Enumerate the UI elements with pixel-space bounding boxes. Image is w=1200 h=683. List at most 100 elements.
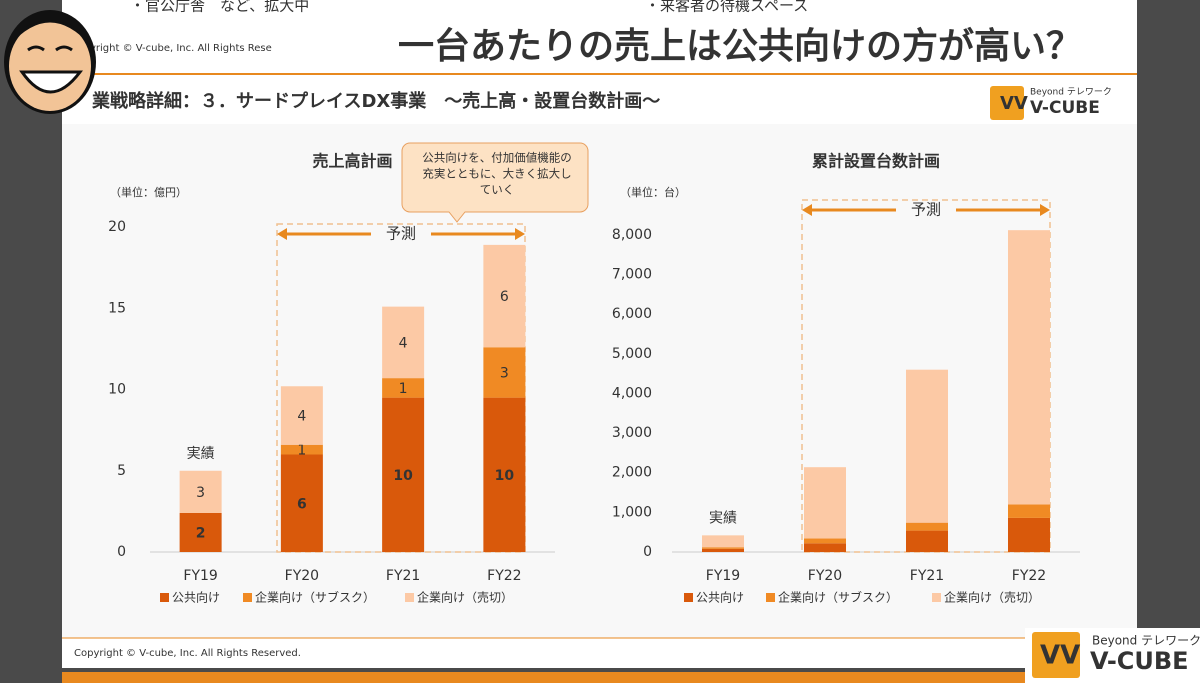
y-tick-label: 5 [117, 463, 126, 479]
y-tick-label: 1,000 [612, 504, 652, 520]
data-label: 2 [196, 526, 206, 542]
unit-label: （単位：億円） [110, 185, 187, 199]
y-tick-label: 20 [108, 219, 126, 235]
callout-text: 公共向けを、付加価値機能の [422, 151, 572, 165]
y-tick-label: 0 [117, 544, 126, 560]
bar-segment [1008, 517, 1050, 552]
x-tick-label: FY20 [808, 568, 842, 584]
data-label: 3 [196, 485, 205, 501]
data-label: 10 [495, 468, 515, 484]
unit-label: （単位：台） [620, 185, 686, 199]
bar-segment [702, 535, 744, 548]
bar-segment [906, 530, 948, 552]
next-slide-edge [62, 672, 1137, 683]
legend-swatch [160, 593, 169, 602]
presenter-face [4, 10, 96, 114]
x-tick-label: FY22 [487, 568, 521, 584]
logo-tagline: Beyond テレワーク [1030, 87, 1112, 98]
slide-title: 業戦略詳細：３．サードプレイスDX事業 ～売上高・設置台数計画～ [91, 90, 660, 112]
x-tick-label: FY21 [910, 568, 944, 584]
y-tick-label: 15 [108, 300, 126, 316]
bar-segment [1008, 504, 1050, 518]
y-tick-label: 5,000 [612, 346, 652, 362]
legend-label: 公共向け [696, 590, 744, 605]
bar-segment [382, 397, 425, 552]
bar-segment [382, 378, 425, 398]
chart-title: 累計設置台数計画 [812, 152, 940, 171]
corner-logo-name: V-CUBE [1090, 647, 1189, 675]
corner-logo: VV Beyond テレワーク V-CUBE [1025, 628, 1200, 683]
legend-label: 企業向け（売切） [417, 590, 513, 605]
corner-logo-tagline: Beyond テレワーク [1092, 634, 1200, 648]
legend-swatch [766, 593, 775, 602]
legend-label: 企業向け（サブスク） [255, 590, 375, 605]
bar-segment [280, 386, 323, 445]
x-tick-label: FY19 [183, 568, 217, 584]
prev-bullet: ・官公庁舎 など、拡大中 [130, 0, 309, 15]
face-hair [10, 20, 90, 45]
face-eyes [27, 45, 73, 52]
bar-segment [483, 244, 526, 348]
callout-box [401, 142, 589, 223]
legend-label: 企業向け（サブスク） [778, 590, 898, 605]
y-tick-label: 4,000 [612, 385, 652, 401]
data-label: 4 [399, 335, 408, 351]
legend-swatch [405, 593, 414, 602]
data-label: 4 [297, 409, 306, 425]
y-tick-label: 2,000 [612, 465, 652, 481]
data-label: 10 [393, 468, 413, 484]
legend-swatch [243, 593, 252, 602]
data-label: 6 [500, 289, 509, 305]
x-tick-label: FY22 [1012, 568, 1046, 584]
bar-segment [702, 548, 744, 552]
slide-logo: VV Beyond テレワーク V-CUBE [990, 86, 1112, 120]
data-label: 3 [500, 365, 509, 381]
y-tick-label: 7,000 [612, 267, 652, 283]
callout-text: ていく [480, 183, 515, 197]
bar-segment [906, 522, 948, 531]
bar-segment [804, 467, 846, 539]
bar-segment [280, 454, 323, 552]
actual-label: 実績 [187, 446, 215, 462]
x-tick-label: FY20 [285, 568, 319, 584]
prev-bullet: ・来客者の待機スペース [645, 0, 808, 15]
y-tick-label: 0 [643, 544, 652, 560]
legend-swatch [932, 593, 941, 602]
x-tick-label: FY19 [706, 568, 740, 584]
bar-segment [179, 513, 222, 552]
bar-segment [804, 538, 846, 544]
legend-swatch [684, 593, 693, 602]
corner-logo-mark: VV [1040, 641, 1080, 671]
callout-text: 充実とともに、大きく拡大し [422, 167, 571, 181]
y-tick-label: 3,000 [612, 425, 652, 441]
bar-segment [1008, 230, 1050, 505]
data-label: 1 [297, 443, 306, 459]
data-label: 1 [399, 381, 408, 397]
chart-title: 売上高計画 [312, 152, 392, 171]
bar-segment [702, 547, 744, 549]
y-tick-label: 6,000 [612, 306, 652, 322]
corner-logo-icon [1032, 632, 1080, 678]
actual-label: 実績 [709, 510, 737, 526]
bar-segment [382, 306, 425, 379]
legend-label: 企業向け（売切） [944, 590, 1040, 605]
bar-segment [804, 543, 846, 552]
bar-segment [483, 347, 526, 398]
bar-segment [280, 444, 323, 455]
bar-segment [906, 369, 948, 523]
logo-mark: VV [1000, 93, 1028, 114]
y-tick-label: 8,000 [612, 227, 652, 243]
bar-segment [179, 470, 222, 513]
legend-label: 公共向け [172, 590, 220, 605]
face-skin [9, 21, 91, 111]
logo-icon [990, 86, 1024, 120]
face-smile [19, 70, 84, 94]
prev-copyright: yright © V-cube, Inc. All Rights Rese [90, 43, 272, 54]
caption-banner: 一台あたりの売上は公共向けの方が高い？ [398, 26, 1082, 67]
data-label: 6 [297, 496, 307, 512]
logo-name: V-CUBE [1030, 98, 1100, 118]
forecast-label: 予測 [386, 225, 416, 243]
chart-panel [62, 124, 1137, 638]
